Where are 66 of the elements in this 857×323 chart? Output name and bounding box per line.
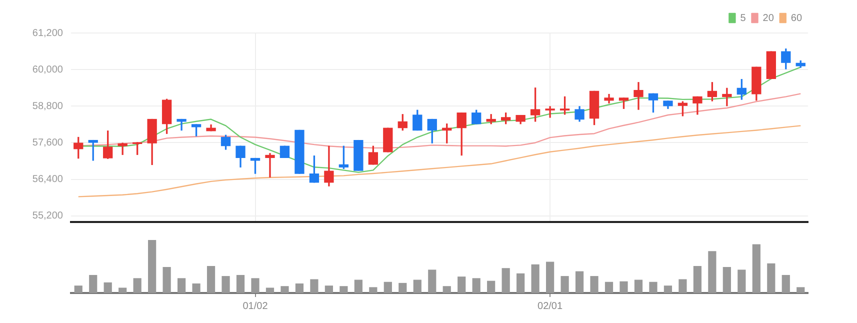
bar [752,244,760,293]
candlestick [722,88,732,106]
candlestick [265,153,275,178]
bar [104,282,112,293]
bar [295,283,304,293]
bar [516,273,525,293]
bar [206,266,216,293]
candlestick [545,106,555,118]
y-tick-label: 61,200 [32,28,64,39]
y-tick-label: 55,200 [32,210,64,222]
bar [192,283,200,293]
bar [634,280,643,293]
bar [266,288,274,293]
legend-label: 20 [762,12,774,24]
y-tick-label: 60,000 [32,64,64,76]
bar [767,263,776,293]
bar [693,266,702,293]
bar [722,267,731,293]
bar [487,280,496,293]
bar [502,268,510,293]
bar [442,286,451,293]
bar [590,276,598,293]
y-tick-label: 56,400 [32,174,64,186]
bar [384,282,392,293]
bar [310,279,318,293]
bar [354,280,362,293]
bar [546,262,554,293]
bar [74,286,82,293]
candlestick [634,82,644,110]
bar [413,280,422,293]
bar [428,270,436,293]
bar [796,287,805,293]
legend-label: 60 [790,12,802,24]
bar [177,278,186,293]
bar [251,278,260,293]
bar [708,251,716,293]
bar [604,282,614,293]
bar [236,274,245,293]
bar [118,288,127,293]
bar [531,264,540,293]
bar [620,281,628,293]
bar [280,286,289,293]
bar [222,276,230,293]
bar [560,276,569,293]
legend-label: 5 [740,12,746,24]
bar [162,267,171,293]
bar [133,278,142,293]
bar [649,282,658,293]
bar [664,286,672,293]
bar [324,286,334,293]
candlestick [176,118,186,131]
x-tick-label: 01/02 [242,300,268,312]
bar [340,286,348,293]
bar [369,287,378,293]
bar [472,278,480,293]
bar [678,279,687,293]
bar [89,274,98,293]
bar [458,276,466,293]
y-tick-label: 57,600 [32,137,64,148]
y-tick-label: 58,800 [32,100,64,112]
bar [398,282,407,293]
bar [782,274,790,293]
bar [575,271,584,293]
bar [148,240,156,293]
x-tick-label: 02/01 [538,300,563,312]
bar [738,270,746,293]
